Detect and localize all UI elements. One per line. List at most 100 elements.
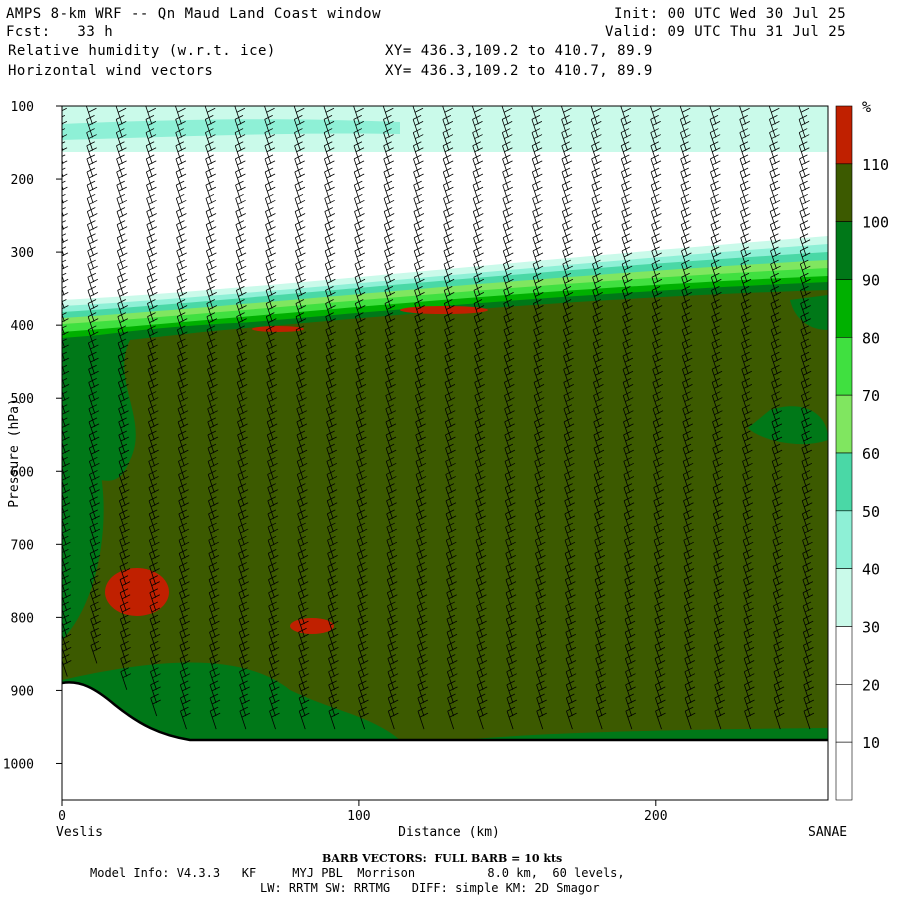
wind-barb [561, 154, 573, 177]
wind-barb [90, 641, 102, 664]
wind-barb [474, 443, 486, 467]
wind-barb [503, 338, 515, 362]
wind-barb [679, 106, 691, 125]
wind-barb [148, 509, 160, 533]
wind-barb [118, 417, 129, 440]
wind-barb [534, 522, 546, 546]
wind-barb [532, 233, 544, 256]
wind-barb [713, 601, 725, 625]
wind-barb [743, 641, 755, 664]
colorbar-swatch [835, 452, 853, 512]
wind-barb [175, 154, 187, 177]
wind-barb [266, 391, 278, 414]
wind-barb [117, 364, 129, 388]
wind-barb [684, 693, 696, 717]
wind-barb [266, 338, 277, 362]
wind-barb [682, 443, 694, 467]
wind-barb [443, 193, 454, 217]
wind-barb [236, 285, 247, 309]
wind-barb [328, 641, 339, 664]
wind-barb [353, 167, 365, 191]
wind-barb [535, 627, 547, 651]
wind-barb [472, 141, 483, 164]
wind-barb [413, 180, 424, 204]
wind-barb [531, 128, 543, 151]
wind-barb [712, 443, 723, 467]
wind-barb [415, 391, 426, 414]
wind-barb [239, 680, 250, 703]
physics-info: LW: RRTM SW: RRTMG DIFF: simple KM: 2D S… [260, 881, 600, 895]
wind-barb [327, 522, 338, 546]
wind-barb [87, 259, 98, 283]
wind-barb [353, 106, 364, 125]
wind-barb [268, 654, 280, 677]
wind-barb [563, 378, 574, 401]
wind-barb [206, 246, 217, 270]
rh-supersaturated-patch [400, 306, 488, 314]
colorbar-label: 110 [862, 156, 889, 174]
wind-barb [682, 483, 694, 506]
wind-barb [356, 470, 367, 493]
wind-barb [505, 601, 517, 625]
wind-barb [531, 115, 543, 138]
wind-barb [296, 430, 308, 454]
wind-barb [772, 548, 784, 572]
wind-barb [593, 378, 604, 401]
wind-barb [799, 220, 811, 243]
wind-barb [264, 106, 275, 125]
wind-barb [653, 456, 664, 480]
wind-barb [209, 614, 220, 638]
rh-pocket-right [748, 406, 828, 445]
wind-barb [535, 641, 547, 664]
wind-barb [653, 496, 664, 519]
wind-barb [146, 233, 158, 256]
wind-barb [294, 220, 306, 243]
wind-barb [445, 496, 457, 519]
wind-barb [683, 496, 694, 519]
wind-barb [417, 693, 429, 717]
wind-barb [622, 299, 633, 322]
wind-barb [624, 575, 635, 598]
wind-barb [145, 167, 157, 191]
wind-barb [236, 338, 248, 362]
wind-barb [474, 430, 486, 454]
wind-barb [62, 233, 69, 256]
wind-barb [803, 680, 814, 703]
wind-barb [447, 706, 458, 730]
wind-barb [268, 601, 279, 625]
wind-barb [415, 417, 426, 440]
colorbar-swatch [835, 568, 853, 627]
wind-barb [472, 167, 484, 191]
wind-barb [445, 483, 457, 506]
wind-barb [472, 180, 484, 204]
wind-barb [86, 128, 97, 151]
wind-barb [354, 312, 366, 335]
wind-barb [445, 430, 456, 454]
wind-barb [713, 548, 724, 572]
wind-barb [681, 285, 692, 309]
wind-barb [534, 535, 546, 559]
wind-barb [88, 364, 99, 388]
wind-barb [238, 548, 249, 572]
wind-barb [265, 246, 276, 270]
wind-barb [205, 220, 217, 243]
wind-barb [563, 417, 575, 440]
wind-barb [564, 522, 576, 546]
wind-barb [594, 562, 606, 585]
wind-barb [416, 575, 428, 598]
wind-barb [474, 351, 485, 375]
wind-barb [474, 417, 486, 440]
wind-barb [741, 338, 752, 362]
wind-barb [412, 141, 424, 164]
wind-barb [504, 430, 515, 454]
wind-barb [594, 522, 605, 546]
wind-barb [651, 233, 662, 256]
wind-barb [146, 180, 157, 204]
y-tick-label: 800 [11, 611, 34, 626]
wind-barb [771, 378, 782, 401]
wind-barb [443, 233, 454, 256]
wind-barb [265, 220, 276, 243]
wind-barb [238, 627, 250, 651]
wind-barb [534, 430, 545, 454]
wind-barb [355, 417, 367, 440]
